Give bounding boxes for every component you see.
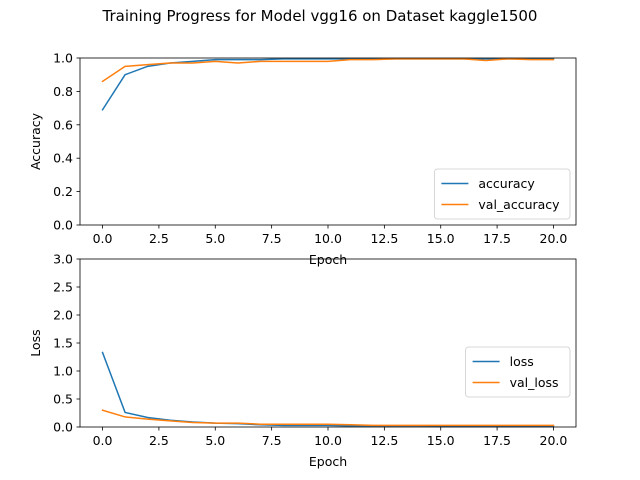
x-tick-label: 5.0 <box>205 433 225 448</box>
y-tick-label: 0.6 <box>53 117 73 132</box>
y-tick-label: 0.2 <box>53 184 73 199</box>
y-tick-label: 0.5 <box>53 392 73 407</box>
x-tick-label: 7.5 <box>262 231 282 246</box>
x-tick-label: 17.5 <box>483 231 511 246</box>
x-tick-label: 15.0 <box>427 433 455 448</box>
x-tick-label: 20.0 <box>540 433 568 448</box>
x-tick-label: 10.0 <box>314 433 342 448</box>
y-tick-label: 1.0 <box>53 364 73 379</box>
y-tick-label: 3.0 <box>53 252 73 267</box>
loss-subplot: 0.0 2.5 5.0 7.5 10.0 12.5 15.0 17.5 20.0 0.0 0.5 1.… <box>28 252 577 469</box>
y-tick-label: 1.5 <box>53 336 73 351</box>
x-tick-label: 12.5 <box>370 433 398 448</box>
x-tick-label: 10.0 <box>314 231 342 246</box>
y-tick-label: 1.0 <box>53 51 73 66</box>
x-tick-label: 2.5 <box>149 433 169 448</box>
accuracy-subplot: 0.0 2.5 5.0 7.5 10.0 12.5 15.0 17.5 20.0 0.0 0.2 0.… <box>28 51 577 267</box>
x-tick-label: 15.0 <box>427 231 455 246</box>
x-tick-label: 7.5 <box>262 433 282 448</box>
x-tick-label: 5.0 <box>205 231 225 246</box>
y-tick-label: 0.8 <box>53 84 73 99</box>
legend-box <box>465 346 571 398</box>
x-tick-label: 20.0 <box>540 231 568 246</box>
x-tick-label: 12.5 <box>370 231 398 246</box>
legend: accuracy val_accuracy <box>433 168 571 220</box>
y-tick-label: 2.5 <box>53 280 73 295</box>
y-axis-label: Accuracy <box>28 112 43 170</box>
legend-box <box>433 168 571 220</box>
legend-label-accuracy: accuracy <box>478 176 535 191</box>
legend-label-val-loss: val_loss <box>510 375 559 390</box>
x-tick-label: 0.0 <box>93 231 113 246</box>
y-tick-label: 0.0 <box>53 218 73 233</box>
series-line-val-accuracy <box>101 58 555 83</box>
y-axis-label: Loss <box>28 329 43 356</box>
x-tick-label: 2.5 <box>149 231 169 246</box>
legend-label-val-accuracy: val_accuracy <box>478 197 560 212</box>
x-axis-label: Epoch <box>309 454 347 469</box>
series-line-val-loss <box>101 409 555 427</box>
y-tick-label: 2.0 <box>53 308 73 323</box>
x-axis-label: Epoch <box>309 252 347 267</box>
y-tick-label: 0.0 <box>53 420 73 435</box>
y-tick-label: 0.4 <box>53 151 73 166</box>
x-tick-label: 0.0 <box>93 433 113 448</box>
legend-label-loss: loss <box>510 354 534 369</box>
legend: loss val_loss <box>465 346 571 398</box>
figure-title: Training Progress for Model vgg16 on Dat… <box>102 7 538 25</box>
x-tick-label: 17.5 <box>483 433 511 448</box>
